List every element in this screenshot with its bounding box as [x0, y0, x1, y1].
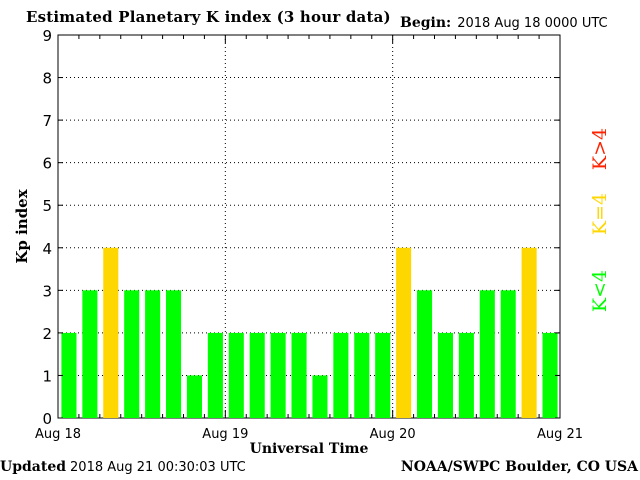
kp-bar — [82, 290, 98, 418]
y-tick-label: 0 — [42, 410, 52, 428]
kp-bar — [228, 332, 244, 418]
kp-bar — [417, 290, 433, 418]
kp-bar — [103, 247, 119, 418]
y-axis-label: Kp index — [13, 188, 31, 263]
kp-bar — [396, 247, 412, 418]
plot-area — [57, 34, 561, 419]
begin-time: Begin: 2018 Aug 18 0000 UTC — [400, 15, 608, 31]
updated-label: Updated — [0, 459, 67, 475]
begin-value: 2018 Aug 18 0000 UTC — [457, 16, 608, 31]
y-tick-label: 4 — [42, 240, 52, 258]
y-tick-label: 2 — [42, 325, 52, 343]
y-tick-label: 5 — [42, 197, 52, 215]
kp-bar — [354, 332, 370, 418]
legend-low: K<4 — [589, 269, 611, 313]
y-tick-label: 6 — [42, 155, 52, 173]
begin-label: Begin: — [400, 15, 452, 31]
x-tick-label: Aug 18 — [35, 427, 81, 442]
y-tick-label: 9 — [42, 27, 52, 45]
kp-bar — [207, 332, 223, 418]
source-credit: NOAA/SWPC Boulder, CO USA — [400, 459, 638, 475]
kp-bar — [375, 332, 391, 418]
x-axis-label: Universal Time — [250, 441, 369, 457]
kp-bar — [124, 290, 140, 418]
kp-bar — [333, 332, 349, 418]
kp-bar — [145, 290, 161, 418]
x-tick-label: Aug 20 — [370, 427, 416, 442]
y-tick-label: 7 — [42, 112, 52, 130]
kp-bar — [458, 332, 474, 418]
legend-high: K>4 — [589, 127, 611, 171]
kp-bar — [437, 332, 453, 418]
updated-value: 2018 Aug 21 00:30:03 UTC — [70, 460, 246, 475]
legend-mid: K=4 — [589, 192, 611, 236]
y-tick-label: 1 — [42, 367, 52, 385]
kp-bar — [61, 332, 77, 418]
kp-bar — [249, 332, 265, 418]
kp-bar — [291, 332, 307, 418]
kp-bar — [186, 375, 202, 418]
kp-bar — [500, 290, 516, 418]
kp-bar — [166, 290, 182, 418]
kp-bar — [542, 332, 558, 418]
kp-bar — [521, 247, 537, 418]
x-tick-label: Aug 19 — [202, 427, 248, 442]
updated-time: Updated 2018 Aug 21 00:30:03 UTC — [0, 459, 246, 475]
y-tick-label: 3 — [42, 282, 52, 300]
kp-bar — [479, 290, 495, 418]
chart-title: Estimated Planetary K index (3 hour data… — [26, 8, 391, 26]
kp-bar — [270, 332, 286, 418]
y-tick-label: 8 — [42, 70, 52, 88]
x-tick-label: Aug 21 — [537, 427, 583, 442]
kp-bar — [312, 375, 328, 418]
